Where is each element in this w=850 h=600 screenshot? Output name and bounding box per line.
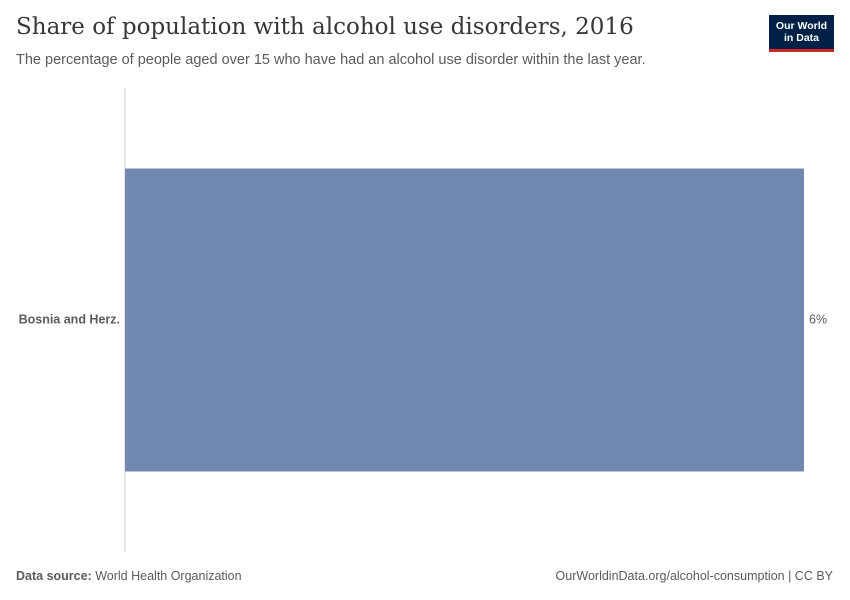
logo-line-1: Our World — [775, 19, 828, 32]
data-source-label: Data source: — [16, 569, 92, 583]
bar[interactable] — [125, 168, 804, 472]
category-label: Bosnia and Herz. — [19, 312, 120, 326]
bar-chart: Bosnia and Herz. 6% — [19, 88, 827, 552]
value-label: 6% — [809, 312, 827, 326]
owid-logo[interactable]: Our World in Data — [769, 15, 834, 52]
data-source: Data source: World Health Organization — [16, 569, 242, 583]
data-source-value: World Health Organization — [95, 569, 242, 583]
chart-title: Share of population with alcohol use dis… — [16, 14, 634, 40]
chart-subtitle: The percentage of people aged over 15 wh… — [16, 52, 646, 68]
logo-line-2: in Data — [783, 32, 819, 44]
source-url-license[interactable]: OurWorldinData.org/alcohol-consumption |… — [555, 569, 833, 583]
